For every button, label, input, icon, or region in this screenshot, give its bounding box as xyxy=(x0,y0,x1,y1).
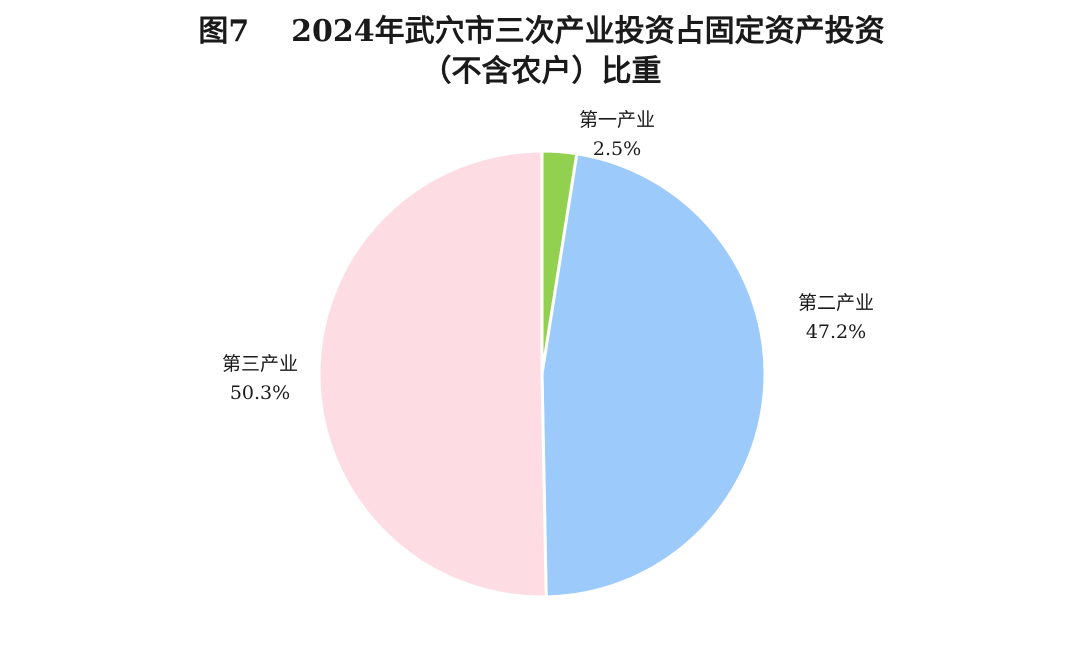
chart-subtitle: （不含农户）比重 xyxy=(421,54,662,89)
slice-label-value-tertiary: 50.3% xyxy=(230,382,290,404)
slice-label-value-secondary: 47.2% xyxy=(806,321,866,343)
pie-slice-tertiary xyxy=(317,149,548,599)
pie-slice-secondary xyxy=(540,152,767,599)
slice-label-name-secondary: 第二产业 xyxy=(798,292,874,314)
slice-label-name-primary: 第一产业 xyxy=(579,109,655,131)
slice-label-name-tertiary: 第三产业 xyxy=(222,353,298,375)
chart-title: 图7 2024年武穴市三次产业投资占固定资产投资 xyxy=(198,14,885,49)
slice-label-value-primary: 2.5% xyxy=(593,138,641,160)
